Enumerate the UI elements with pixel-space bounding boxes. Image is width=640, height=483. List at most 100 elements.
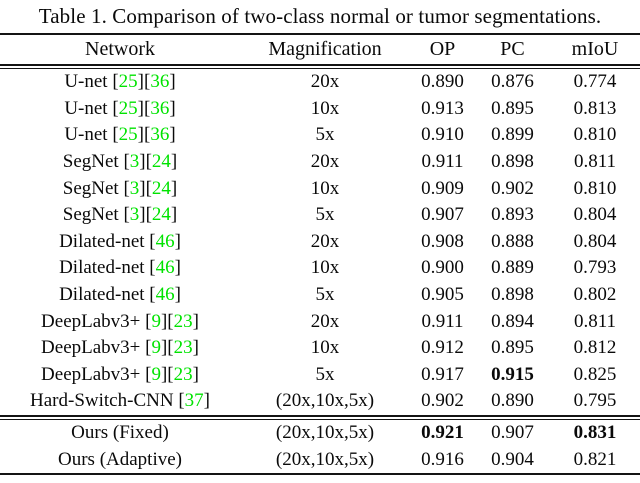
citation-link[interactable]: 46 xyxy=(155,284,175,306)
miou-cell: 0.810 xyxy=(573,124,617,146)
citation-link[interactable]: 23 xyxy=(173,363,193,385)
citation-link[interactable]: 3 xyxy=(129,177,140,199)
pc-cell: 0.907 xyxy=(491,422,534,444)
op-cell: 0.902 xyxy=(421,390,464,412)
bottom-rule xyxy=(0,472,640,475)
pc-cell: 0.895 xyxy=(491,97,534,119)
network-cell: U-net [25][36] xyxy=(64,71,176,93)
table-body-comparisons: U-net [25][36] 20x 0.890 0.876 0.774 U-net [2… xyxy=(0,69,640,415)
citation-link[interactable]: 23 xyxy=(173,337,193,359)
network-cell: U-net [25][36] xyxy=(64,97,176,119)
table-row: Ours (Fixed) (20x,10x,5x) 0.921 0.907 0.831 xyxy=(0,420,640,447)
magnification-cell: (20x,10x,5x) xyxy=(275,390,375,412)
magnification-cell: 20x xyxy=(310,71,340,93)
citation-link[interactable]: 3 xyxy=(129,204,140,226)
magnification-cell: 10x xyxy=(310,97,340,119)
magnification-cell: (20x,10x,5x) xyxy=(275,422,375,444)
op-cell: 0.908 xyxy=(421,230,464,252)
table-row: U-net [25][36] 5x 0.910 0.899 0.810 xyxy=(0,122,640,149)
network-cell: Dilated-net [46] xyxy=(59,257,181,279)
pc-cell: 0.895 xyxy=(491,337,534,359)
citation-link[interactable]: 25 xyxy=(118,97,138,119)
magnification-cell: 20x xyxy=(310,310,340,332)
miou-cell: 0.821 xyxy=(573,448,617,470)
citation-link[interactable]: 46 xyxy=(155,257,175,279)
network-cell: SegNet [3][24] xyxy=(62,151,178,173)
miou-cell: 0.825 xyxy=(573,363,617,385)
header-op: OP xyxy=(429,38,456,60)
citation-link[interactable]: 3 xyxy=(129,151,140,173)
header-pc: PC xyxy=(500,38,525,60)
pc-cell: 0.902 xyxy=(491,177,534,199)
section-rule xyxy=(0,414,640,420)
table-row: SegNet [3][24] 20x 0.911 0.898 0.811 xyxy=(0,149,640,176)
pc-cell: 0.888 xyxy=(491,230,534,252)
magnification-cell: 20x xyxy=(310,151,340,173)
citation-link[interactable]: 9 xyxy=(151,310,161,332)
citation-link[interactable]: 24 xyxy=(151,151,171,173)
miou-cell: 0.795 xyxy=(573,390,617,412)
header-network: Network xyxy=(85,38,155,60)
citation-link[interactable]: 9 xyxy=(151,337,161,359)
op-cell: 0.921 xyxy=(421,422,464,444)
pc-cell: 0.876 xyxy=(491,71,534,93)
pc-cell: 0.898 xyxy=(491,284,534,306)
network-cell: DeepLabv3+ [9][23] xyxy=(41,310,199,332)
pc-cell: 0.915 xyxy=(491,363,534,385)
op-cell: 0.913 xyxy=(421,97,464,119)
citation-link[interactable]: 36 xyxy=(150,71,170,93)
table-row: DeepLabv3+ [9][23] 5x 0.917 0.915 0.825 xyxy=(0,362,640,389)
table-row: Dilated-net [46] 10x 0.900 0.889 0.793 xyxy=(0,255,640,282)
op-cell: 0.917 xyxy=(421,363,464,385)
table-row: U-net [25][36] 10x 0.913 0.895 0.813 xyxy=(0,96,640,123)
miou-cell: 0.831 xyxy=(573,422,617,444)
table-row: Dilated-net [46] 5x 0.905 0.898 0.802 xyxy=(0,282,640,309)
op-cell: 0.911 xyxy=(421,310,464,332)
citation-link[interactable]: 25 xyxy=(118,124,138,146)
op-cell: 0.907 xyxy=(421,204,464,226)
network-cell: SegNet [3][24] xyxy=(62,177,178,199)
magnification-cell: 20x xyxy=(310,230,340,252)
header-magnification: Magnification xyxy=(268,38,382,60)
op-cell: 0.909 xyxy=(421,177,464,199)
citation-link[interactable]: 36 xyxy=(150,124,170,146)
magnification-cell: (20x,10x,5x) xyxy=(275,448,375,470)
table-row: DeepLabv3+ [9][23] 10x 0.912 0.895 0.812 xyxy=(0,335,640,362)
miou-cell: 0.811 xyxy=(573,310,617,332)
table-row: DeepLabv3+ [9][23] 20x 0.911 0.894 0.811 xyxy=(0,308,640,335)
pc-cell: 0.890 xyxy=(491,390,534,412)
miou-cell: 0.810 xyxy=(573,177,617,199)
citation-link[interactable]: 24 xyxy=(151,204,171,226)
header-rule xyxy=(0,64,640,69)
op-cell: 0.911 xyxy=(421,151,464,173)
network-cell: U-net [25][36] xyxy=(64,124,176,146)
network-cell: Dilated-net [46] xyxy=(59,284,181,306)
network-cell: DeepLabv3+ [9][23] xyxy=(41,363,199,385)
pc-cell: 0.894 xyxy=(491,310,534,332)
magnification-cell: 5x xyxy=(315,363,335,385)
pc-cell: 0.893 xyxy=(491,204,534,226)
miou-cell: 0.774 xyxy=(573,71,617,93)
magnification-cell: 5x xyxy=(315,124,335,146)
citation-link[interactable]: 9 xyxy=(151,363,161,385)
op-cell: 0.912 xyxy=(421,337,464,359)
table-row: SegNet [3][24] 5x 0.907 0.893 0.804 xyxy=(0,202,640,229)
miou-cell: 0.813 xyxy=(573,97,617,119)
op-cell: 0.900 xyxy=(421,257,464,279)
miou-cell: 0.802 xyxy=(573,284,617,306)
table-caption: Table 1. Comparison of two-class normal … xyxy=(38,4,602,28)
citation-link[interactable]: 46 xyxy=(155,230,175,252)
citation-link[interactable]: 37 xyxy=(184,390,204,412)
network-cell: Ours (Fixed) xyxy=(71,422,169,444)
citation-link[interactable]: 24 xyxy=(151,177,171,199)
pc-cell: 0.898 xyxy=(491,151,534,173)
citation-link[interactable]: 23 xyxy=(173,310,193,332)
miou-cell: 0.811 xyxy=(573,151,617,173)
miou-cell: 0.793 xyxy=(573,257,617,279)
op-cell: 0.916 xyxy=(421,448,464,470)
citation-link[interactable]: 36 xyxy=(150,97,170,119)
header-row: Network Magnification OP PC mIoU xyxy=(0,35,640,64)
citation-link[interactable]: 25 xyxy=(118,71,138,93)
op-cell: 0.910 xyxy=(421,124,464,146)
